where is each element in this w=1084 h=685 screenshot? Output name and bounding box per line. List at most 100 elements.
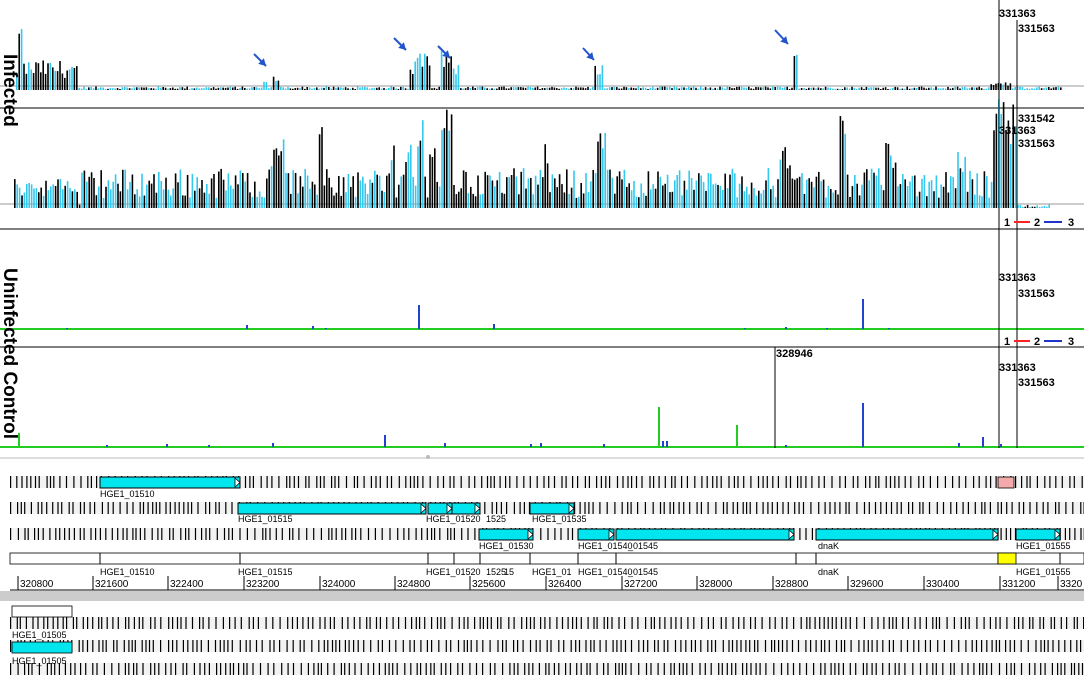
stop-codon-tick: [1014, 663, 1015, 675]
coverage-bar: [513, 87, 515, 90]
stop-codon-tick: [841, 640, 842, 652]
gene-label: HGE1_01555: [1016, 541, 1071, 551]
stop-codon-tick: [446, 640, 447, 652]
stop-codon-tick: [378, 640, 379, 652]
coverage-bar: [775, 197, 777, 208]
coverage-bar: [947, 87, 949, 90]
stop-codon-tick: [664, 617, 665, 629]
stop-codon-tick: [450, 663, 451, 675]
coverage-bar: [76, 192, 78, 208]
coverage-bar: [16, 184, 18, 208]
stop-codon-tick: [496, 502, 497, 514]
stop-codon-tick: [308, 476, 309, 488]
stop-codon-tick: [17, 617, 18, 629]
stop-codon-tick: [165, 502, 166, 514]
stop-codon-tick: [1010, 528, 1011, 540]
coord-label-331363-d: 331363: [999, 362, 1036, 374]
coverage-bar: [463, 170, 465, 208]
coverage-bar: [165, 88, 167, 90]
coverage-bar: [707, 88, 709, 90]
stop-codon-tick: [692, 663, 693, 675]
stop-codon-tick: [912, 663, 913, 675]
coverage-bar: [60, 179, 62, 208]
read-peak: [530, 444, 532, 447]
stop-codon-tick: [331, 476, 332, 488]
coverage-bar: [208, 87, 210, 90]
stop-codon-tick: [920, 663, 921, 675]
stop-codon-tick: [767, 502, 768, 514]
coverage-bar: [1046, 88, 1048, 91]
coverage-bar: [780, 160, 782, 208]
stop-codon-tick: [215, 502, 216, 514]
stop-codon-tick: [140, 502, 141, 514]
stop-codon-tick: [424, 617, 425, 629]
stop-codon-tick: [379, 663, 380, 675]
stop-codon-tick: [1018, 617, 1019, 629]
frame-legend-2: 2: [1034, 336, 1040, 348]
coverage-bar: [635, 88, 637, 90]
coverage-bar: [928, 182, 930, 208]
coverage-bar: [626, 87, 628, 90]
coverage-bar: [578, 197, 580, 208]
stop-codon-tick: [134, 617, 135, 629]
stop-codon-tick: [942, 663, 943, 675]
coverage-bar: [206, 87, 208, 90]
stop-codon-tick: [94, 502, 95, 514]
coverage-bar: [42, 61, 44, 91]
coverage-bar: [52, 67, 54, 90]
stop-codon-tick: [268, 663, 269, 675]
coverage-bar: [369, 179, 371, 208]
stop-codon-tick: [664, 640, 665, 652]
stop-codon-tick: [708, 502, 709, 514]
coverage-bar: [568, 89, 570, 90]
read-peak: [744, 328, 746, 329]
coverage-bar: [480, 194, 482, 208]
read-peak: [785, 445, 787, 447]
coverage-bar: [825, 87, 827, 90]
stop-codon-tick: [572, 528, 573, 540]
stop-codon-tick: [389, 663, 390, 675]
stop-codon-tick: [997, 502, 998, 514]
stop-codon-tick: [778, 640, 779, 652]
stop-codon-tick: [972, 640, 973, 652]
stop-codon-tick: [150, 617, 151, 629]
stop-codon-tick: [41, 502, 42, 514]
stop-codon-tick: [177, 617, 178, 629]
stop-codon-tick: [127, 502, 128, 514]
coverage-bar: [535, 176, 537, 208]
stop-codon-tick: [829, 502, 830, 514]
stop-codon-tick: [1010, 640, 1011, 652]
coverage-bar: [993, 130, 995, 208]
coverage-bar: [225, 88, 227, 90]
stop-codon-tick: [215, 617, 216, 629]
coverage-bar: [551, 87, 553, 90]
stop-codon-tick: [464, 617, 465, 629]
coverage-bar: [165, 178, 167, 208]
stop-codon-tick: [915, 617, 916, 629]
stop-codon-tick: [936, 663, 937, 675]
stop-codon-tick: [926, 663, 927, 675]
coverage-bar: [14, 179, 16, 208]
coverage-bar: [832, 193, 834, 208]
coverage-bar: [294, 88, 296, 90]
stop-codon-tick: [824, 663, 825, 675]
stop-codon-tick: [750, 663, 751, 675]
stop-codon-tick: [782, 617, 783, 629]
stop-codon-tick: [769, 617, 770, 629]
coverage-bar: [902, 174, 904, 208]
coverage-bar: [751, 183, 753, 208]
frame-legend-top: 1 2 3: [1004, 217, 1074, 229]
coverage-bar: [856, 184, 858, 208]
stop-codon-tick: [586, 663, 587, 675]
coverage-bar: [933, 191, 935, 208]
coverage-bar: [643, 193, 645, 208]
stop-codon-tick: [250, 640, 251, 652]
coverage-bar: [1036, 205, 1038, 208]
stop-codon-tick: [711, 640, 712, 652]
stop-codon-tick: [437, 617, 438, 629]
coverage-bar: [174, 89, 176, 90]
stop-codon-tick: [145, 640, 146, 652]
position-markers: [775, 0, 1017, 448]
coverage-bar: [720, 186, 722, 208]
coverage-bar: [446, 54, 448, 90]
